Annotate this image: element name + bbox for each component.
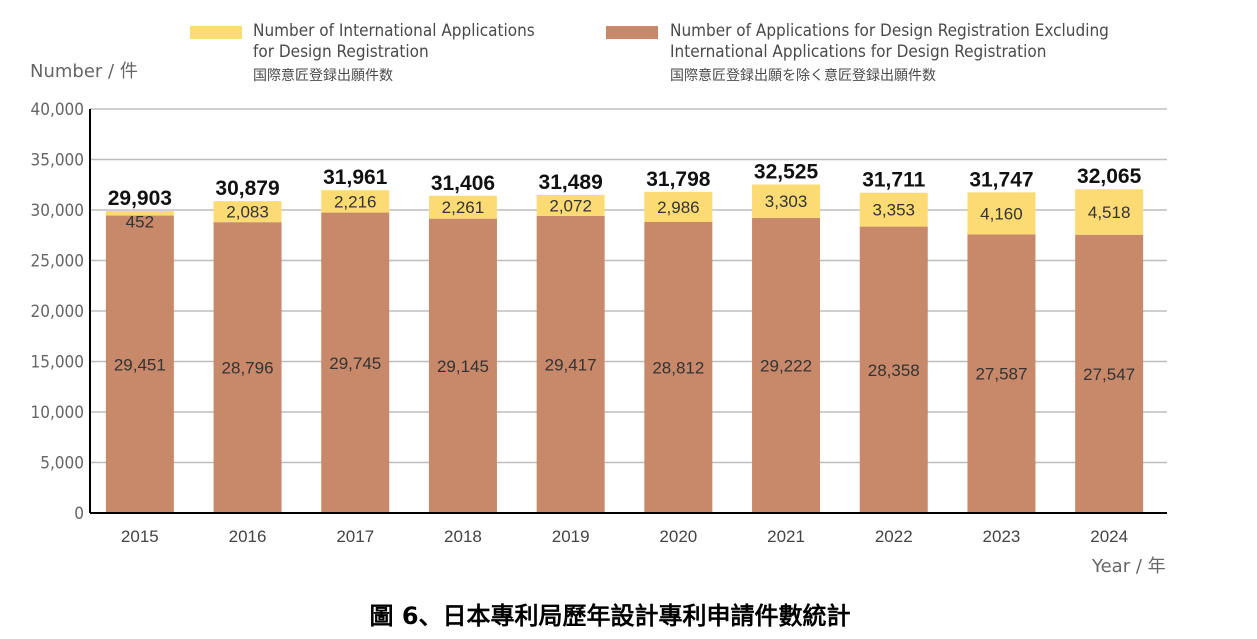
legend-label: Number of International Applications bbox=[253, 21, 535, 41]
bar-international bbox=[644, 191, 713, 222]
legend-international: Number of International Applications for… bbox=[253, 21, 535, 87]
data-label-international: 2,261 bbox=[442, 198, 485, 217]
y-tick-label: 10,000 bbox=[31, 403, 85, 423]
x-tick-label: 2015 bbox=[121, 527, 159, 546]
legend-label: for Design Registration bbox=[253, 42, 429, 62]
data-label-domestic: 29,145 bbox=[437, 357, 489, 376]
data-label-international: 452 bbox=[126, 213, 154, 232]
x-tick-label: 2019 bbox=[552, 527, 590, 546]
legend-domestic: Number of Applications for Design Regist… bbox=[670, 21, 1109, 87]
data-label-domestic: 29,222 bbox=[760, 356, 812, 375]
x-tick-label: 2017 bbox=[336, 527, 374, 546]
x-tick-label: 2020 bbox=[659, 527, 697, 546]
data-label-total: 32,525 bbox=[754, 160, 819, 183]
data-label-domestic: 29,451 bbox=[114, 355, 166, 374]
data-label-international: 3,353 bbox=[872, 201, 915, 220]
legend-swatch-international bbox=[190, 26, 242, 39]
bar-domestic bbox=[321, 212, 390, 513]
y-tick-label: 15,000 bbox=[31, 353, 85, 373]
x-tick-label: 2018 bbox=[444, 527, 482, 546]
data-label-domestic: 28,796 bbox=[222, 359, 274, 378]
bar-international bbox=[213, 201, 282, 223]
y-tick-label: 30,000 bbox=[31, 201, 85, 221]
bar-domestic bbox=[859, 226, 928, 513]
data-label-domestic: 29,745 bbox=[329, 354, 381, 373]
x-tick-label: 2021 bbox=[767, 527, 805, 546]
data-label-total: 32,065 bbox=[1077, 165, 1142, 188]
data-label-international: 2,072 bbox=[549, 196, 592, 215]
x-axis-label: Year / 年 bbox=[1092, 556, 1166, 577]
x-tick-label: 2022 bbox=[875, 527, 913, 546]
bar-domestic bbox=[105, 215, 174, 513]
bar-international bbox=[967, 192, 1036, 235]
bar-international bbox=[752, 184, 821, 218]
x-tick-label: 2016 bbox=[229, 527, 267, 546]
chart-title: 圖 6、日本專利局歷年設計專利申請件數統計 bbox=[369, 602, 851, 630]
legend-label: Number of Applications for Design Regist… bbox=[670, 21, 1109, 41]
data-label-domestic: 27,587 bbox=[975, 365, 1027, 384]
data-label-total: 31,961 bbox=[323, 166, 388, 189]
data-label-total: 31,711 bbox=[862, 169, 925, 192]
data-label-international: 4,518 bbox=[1088, 203, 1131, 222]
y-tick-label: 0 bbox=[74, 504, 84, 524]
bar-domestic bbox=[1075, 234, 1144, 513]
y-tick-label: 20,000 bbox=[31, 302, 85, 322]
data-label-total: 31,406 bbox=[431, 172, 495, 195]
bar-domestic bbox=[536, 215, 605, 513]
legend-swatch-domestic bbox=[606, 26, 658, 39]
data-label-total: 29,903 bbox=[108, 187, 172, 210]
bar-international bbox=[105, 210, 174, 216]
bar-international bbox=[859, 192, 928, 227]
y-axis-label: Number / 件 bbox=[30, 61, 138, 82]
legend-label-jp: 国際意匠登録出願件数 bbox=[253, 68, 393, 84]
x-tick-label: 2023 bbox=[983, 527, 1021, 546]
data-label-total: 30,879 bbox=[215, 177, 279, 200]
y-tick-label: 5,000 bbox=[40, 454, 84, 474]
data-label-domestic: 29,417 bbox=[545, 355, 597, 374]
y-tick-label: 25,000 bbox=[31, 252, 85, 272]
legend-label-jp: 国際意匠登録出願を除く意匠登録出願件数 bbox=[670, 68, 936, 84]
x-tick-label: 2024 bbox=[1090, 527, 1128, 546]
bar-domestic bbox=[213, 222, 282, 513]
bar-domestic bbox=[428, 218, 497, 513]
bar-domestic bbox=[752, 217, 821, 514]
data-label-total: 31,798 bbox=[646, 168, 711, 191]
bar-international bbox=[536, 194, 605, 216]
bar-international bbox=[428, 195, 497, 219]
data-label-international: 2,083 bbox=[226, 203, 269, 222]
bar-international bbox=[1075, 189, 1144, 235]
y-tick-label: 35,000 bbox=[31, 151, 85, 171]
data-label-international: 2,986 bbox=[657, 198, 700, 217]
data-label-total: 31,489 bbox=[539, 171, 603, 194]
legend-label: International Applications for Design Re… bbox=[670, 42, 1047, 62]
data-label-international: 3,303 bbox=[765, 192, 808, 211]
data-label-domestic: 27,547 bbox=[1083, 365, 1135, 384]
data-label-domestic: 28,358 bbox=[868, 361, 920, 380]
bar-domestic bbox=[967, 234, 1036, 513]
data-label-total: 31,747 bbox=[969, 168, 1033, 191]
bar-international bbox=[321, 190, 390, 213]
data-label-international: 2,216 bbox=[334, 192, 377, 211]
bar-domestic bbox=[644, 221, 713, 514]
data-label-domestic: 28,812 bbox=[652, 358, 704, 377]
data-label-international: 4,160 bbox=[980, 204, 1023, 223]
y-tick-label: 40,000 bbox=[31, 100, 85, 120]
